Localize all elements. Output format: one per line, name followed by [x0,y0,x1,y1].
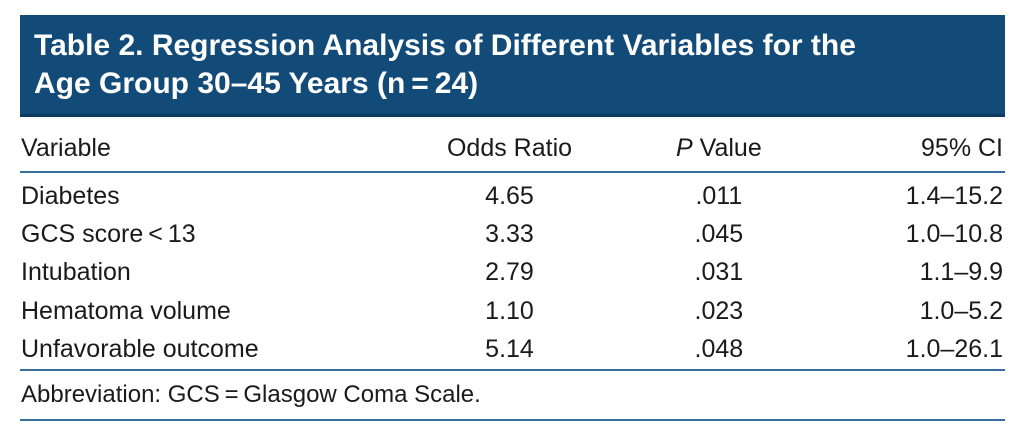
header-ci: 95% CI [921,133,1003,162]
cell-odds-ratio: 1.10 [485,296,534,325]
table-title-line-2: Age Group 30–45 Years (n = 24) [34,67,479,100]
cell-p-value: .045 [694,220,744,249]
table-footnote: Abbreviation: GCS = Glasgow Coma Scale. [20,371,1005,421]
header-p-value-italic: P [676,133,693,162]
table-body: Diabetes 4.65 .011 1.4–15.2 GCS score < … [20,173,1005,371]
regression-table: Table 2. Regression Analysis of Differen… [20,15,1005,421]
table-title-line-1: Table 2. Regression Analysis of Differen… [34,29,856,62]
header-p-value: P Value [609,134,828,163]
cell-odds-ratio: 2.79 [485,258,534,287]
cell-p-value: .011 [695,181,743,210]
cell-ci: 1.0–10.8 [905,220,1003,249]
cell-ci: 1.4–15.2 [905,181,1003,210]
column-header-row: Variable Odds Ratio P Value 95% CI [20,125,1005,173]
cell-ci: 1.0–5.2 [919,296,1003,325]
cell-variable: GCS score < 13 [21,220,196,249]
cell-ci: 1.1–9.9 [919,258,1003,287]
cell-odds-ratio: 5.14 [485,335,534,364]
header-p-value-rest: Value [692,133,762,162]
table-row: Diabetes 4.65 .011 1.4–15.2 [20,177,1005,215]
header-odds-ratio: Odds Ratio [446,133,573,162]
cell-variable: Diabetes [21,181,120,210]
table-row: Hematoma volume 1.10 .023 1.0–5.2 [20,292,1005,330]
cell-p-value: .023 [694,296,744,325]
cell-variable: Hematoma volume [21,296,231,325]
header-variable: Variable [21,133,111,162]
cell-odds-ratio: 3.33 [485,220,534,249]
cell-variable: Intubation [21,258,131,287]
cell-p-value: .048 [694,335,744,364]
cell-odds-ratio: 4.65 [485,181,534,210]
table-row: Unfavorable outcome 5.14 .048 1.0–26.1 [20,331,1005,369]
cell-p-value: .031 [694,258,744,287]
cell-ci: 1.0–26.1 [905,335,1003,364]
table-title-bar: Table 2. Regression Analysis of Differen… [20,15,1005,117]
table-row: Intubation 2.79 .031 1.1–9.9 [20,254,1005,292]
table-row: GCS score < 13 3.33 .045 1.0–10.8 [20,215,1005,253]
cell-variable: Unfavorable outcome [21,335,259,364]
